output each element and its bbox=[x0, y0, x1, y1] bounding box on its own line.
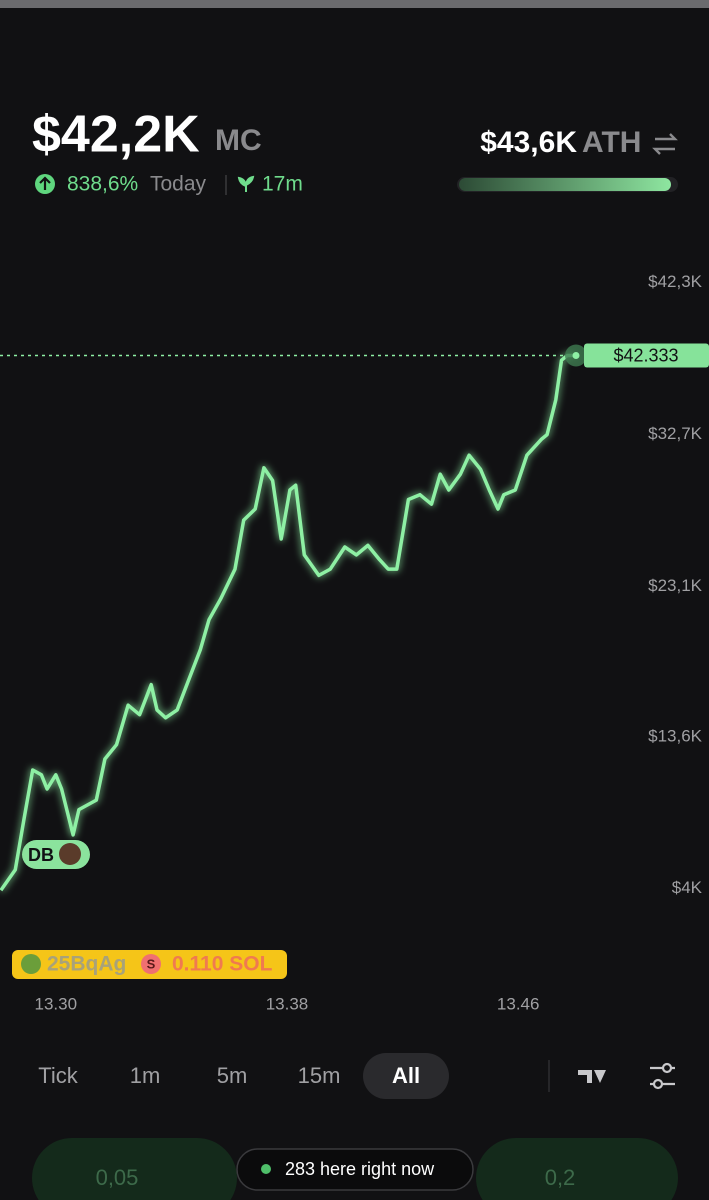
buy-amount: 0,05 bbox=[96, 1165, 139, 1190]
presence-dot bbox=[261, 1164, 271, 1174]
age: 17m bbox=[262, 173, 303, 196]
sprout-icon bbox=[237, 175, 255, 192]
timeframe-tab-active[interactable]: All bbox=[392, 1063, 420, 1088]
price-label: $42.333 bbox=[613, 345, 678, 365]
x-tick-label: 13.46 bbox=[497, 994, 540, 1013]
ath-label: ATH bbox=[582, 126, 641, 159]
tradingview-icon[interactable] bbox=[578, 1070, 606, 1083]
dev-avatar bbox=[59, 843, 81, 865]
x-tick-label: 13.30 bbox=[35, 994, 78, 1013]
status-strip bbox=[0, 0, 709, 8]
y-tick-label: $13,6K bbox=[648, 726, 703, 745]
timeframe-tab[interactable]: Tick bbox=[38, 1063, 79, 1088]
y-tick-label: $32,7K bbox=[648, 424, 703, 443]
dev-badge-text: DB bbox=[28, 845, 54, 865]
change-period: Today bbox=[150, 173, 207, 196]
presence-pill bbox=[236, 1148, 474, 1191]
last-point bbox=[572, 352, 580, 360]
y-tick-label: $4K bbox=[672, 878, 703, 897]
presence-text: 283 here right now bbox=[285, 1159, 435, 1179]
x-tick-label: 13.38 bbox=[266, 994, 309, 1013]
trade-amount: 0.110 SOL bbox=[172, 953, 273, 976]
ath-progress bbox=[459, 178, 671, 191]
price-line bbox=[0, 353, 576, 892]
trader-name: 25BqAg bbox=[47, 953, 126, 976]
market-cap: $42,2K bbox=[32, 106, 200, 164]
swap-icon[interactable] bbox=[652, 133, 678, 155]
timeframe-tab[interactable]: 5m bbox=[217, 1063, 248, 1088]
timeframe-tab[interactable]: 1m bbox=[130, 1063, 161, 1088]
market-cap-unit: MC bbox=[215, 124, 262, 157]
price-label-bg bbox=[584, 343, 709, 368]
buy-amount: 0,2 bbox=[545, 1165, 576, 1190]
change: 838,6% bbox=[67, 173, 138, 196]
ath-value: $43,6K bbox=[480, 126, 577, 159]
trader-avatar bbox=[21, 954, 41, 974]
chart: $4K $13,6K $23,1K $32,7K $42,3K 13.30 13.38 13.… bbox=[0, 272, 709, 1013]
timeframe-tab[interactable]: 15m bbox=[298, 1063, 341, 1088]
trader-icon: S bbox=[147, 956, 156, 971]
y-tick-label: $42,3K bbox=[648, 272, 703, 291]
up-arrow bbox=[39, 176, 51, 190]
buy-button[interactable] bbox=[476, 1138, 678, 1200]
trader-icon-bg bbox=[141, 954, 161, 974]
y-tick-label: $23,1K bbox=[648, 576, 703, 595]
settings-icon[interactable] bbox=[650, 1062, 675, 1090]
active-tab-bg bbox=[363, 1053, 449, 1099]
buy-button[interactable] bbox=[32, 1138, 237, 1200]
